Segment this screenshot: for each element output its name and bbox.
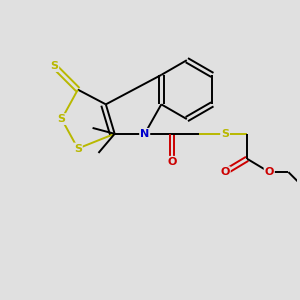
Text: S: S: [58, 114, 66, 124]
Text: N: N: [140, 129, 149, 139]
Text: S: S: [74, 143, 82, 154]
Text: O: O: [167, 157, 177, 167]
Text: O: O: [220, 167, 230, 177]
Text: S: S: [221, 129, 229, 139]
Text: O: O: [265, 167, 274, 177]
Text: S: S: [50, 61, 58, 71]
